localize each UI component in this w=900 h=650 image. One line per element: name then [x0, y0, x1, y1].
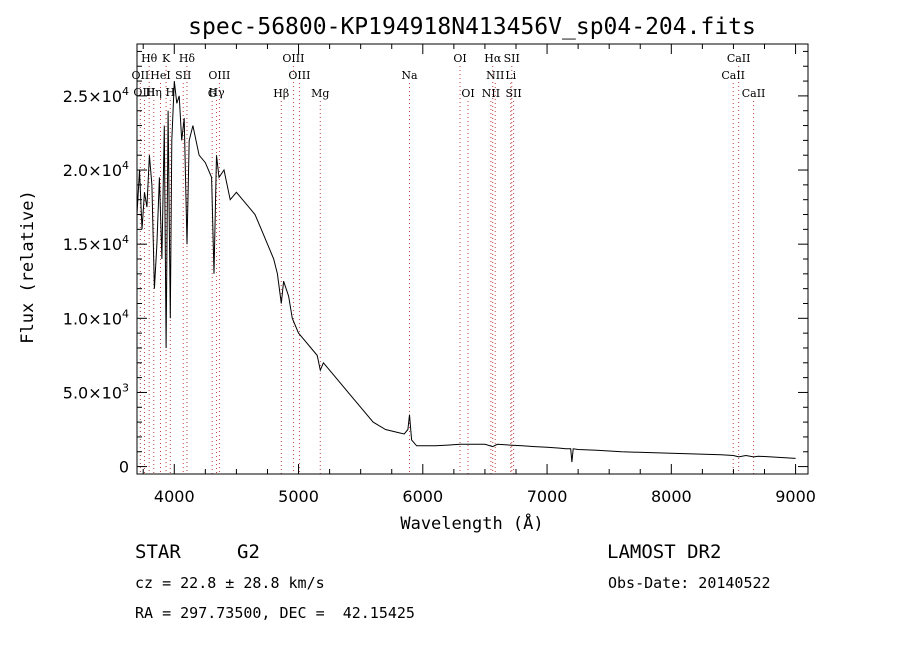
chart-title: spec-56800-KP194918N413456V_sp04-204.fit…	[188, 14, 756, 40]
line-marker-label: Hβ	[273, 87, 289, 100]
line-marker-label: SII	[175, 69, 191, 82]
line-marker-label: SII	[504, 52, 520, 65]
y-axis-ticks: 0 5.0×103 1.0×104 1.5×104 2.0×104 2.5×104	[63, 50, 808, 477]
y-tick-label: 0	[119, 458, 129, 477]
line-marker-label: SII	[506, 87, 522, 100]
x-tick-label: 6000	[402, 487, 443, 506]
line-marker-label: CaII	[721, 69, 745, 82]
line-marker-label: Hδ	[179, 52, 196, 65]
spectrum-line	[136, 81, 796, 463]
x-tick-label: 8000	[651, 487, 692, 506]
y-tick-label: 2.0×104	[63, 159, 129, 180]
line-marker-label: Hγ	[208, 86, 225, 99]
y-tick-label: 1.0×104	[63, 307, 129, 328]
line-marker-label: Hθ	[141, 52, 158, 65]
line-marker-label: OI	[453, 52, 466, 65]
y-tick-label: 5.0×103	[63, 381, 129, 402]
line-marker-label: OIII	[208, 69, 230, 82]
object-class: STAR	[135, 541, 181, 563]
line-marker-label: CaII	[742, 87, 766, 100]
line-marker-label: Hη	[146, 86, 162, 99]
y-axis-label: Flux (relative)	[18, 190, 38, 344]
x-tick-label: 5000	[278, 487, 319, 506]
x-axis-ticks: 4000 5000 6000 7000 8000 9000	[142, 44, 816, 506]
line-marker-label: G	[208, 87, 217, 100]
line-marker-label: OI	[461, 87, 474, 100]
x-tick-label: 4000	[154, 487, 195, 506]
line-marker-label: NII	[482, 87, 500, 100]
line-marker-label: CaII	[727, 52, 751, 65]
line-marker-label: NII	[486, 69, 504, 82]
x-tick-label: 7000	[527, 487, 568, 506]
line-marker-label: OIII	[282, 52, 304, 65]
line-marker-label: Na	[401, 69, 418, 82]
line-marker-label: Mg	[311, 87, 329, 100]
object-subclass: G2	[237, 541, 260, 563]
obs-date: Obs-Date: 20140522	[608, 574, 771, 592]
x-axis-label: Wavelength (Å)	[400, 512, 543, 534]
line-marker-label: HeI	[150, 69, 170, 82]
survey-name: LAMOST DR2	[607, 541, 722, 563]
line-marker-label: OIII	[288, 69, 310, 82]
coordinates: RA = 297.73500, DEC = 42.15425	[135, 604, 415, 622]
line-marker-label: H	[166, 86, 176, 99]
plot-frame	[136, 43, 809, 475]
line-marker-label: Hα	[484, 52, 502, 65]
x-tick-label: 9000	[775, 487, 816, 506]
line-marker-label: Li	[505, 69, 516, 82]
plot-axes	[136, 43, 809, 475]
y-tick-label: 2.5×104	[63, 85, 129, 106]
redshift-readout: cz = 22.8 ± 28.8 km/s	[135, 574, 325, 592]
y-tick-label: 1.5×104	[63, 233, 129, 254]
line-marker-label: K	[162, 52, 171, 65]
line-marker-label: OII	[131, 69, 149, 82]
